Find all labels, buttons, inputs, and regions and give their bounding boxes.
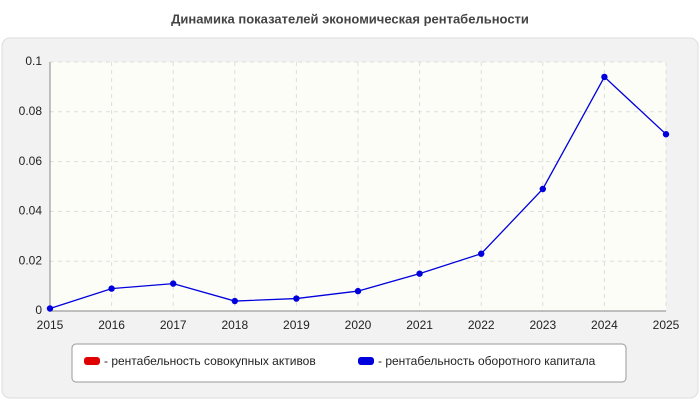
point	[293, 295, 300, 302]
chart-title: Динамика показателей экономическая рента…	[171, 11, 529, 26]
x-tick-label: 2022	[468, 318, 495, 332]
legend-swatch	[84, 357, 100, 365]
x-tick-label: 2021	[406, 318, 433, 332]
y-tick-label: 0	[35, 303, 42, 317]
legend-swatch	[358, 357, 374, 365]
x-tick-label: 2025	[653, 318, 680, 332]
point	[539, 185, 546, 193]
point	[601, 73, 608, 81]
x-tick-label: 2015	[37, 318, 64, 332]
x-tick-label: 2017	[160, 318, 187, 332]
point	[108, 285, 115, 292]
point	[416, 270, 423, 277]
legend-label: - рентабельность оборотного капитала	[378, 354, 596, 368]
x-tick-label: 2020	[345, 318, 372, 332]
legend-label: - рентабельность совокупных активов	[104, 354, 316, 368]
point	[354, 287, 362, 295]
point	[231, 297, 238, 305]
x-tick-label: 2018	[221, 318, 248, 332]
x-tick-label: 2016	[98, 318, 125, 332]
legend	[71, 343, 627, 383]
y-tick-label: 0.1	[25, 54, 42, 68]
y-tick-label: 0.04	[19, 204, 43, 218]
x-tick-label: 2024	[591, 318, 618, 332]
point	[478, 250, 485, 257]
point	[46, 305, 54, 312]
x-tick-label: 2019	[283, 318, 310, 332]
y-tick-label: 0.02	[19, 253, 43, 267]
x-tick-label: 2023	[529, 318, 556, 332]
point	[662, 131, 670, 138]
point	[170, 280, 177, 287]
y-tick-label: 0.06	[19, 154, 43, 168]
y-tick-label: 0.08	[19, 104, 43, 118]
